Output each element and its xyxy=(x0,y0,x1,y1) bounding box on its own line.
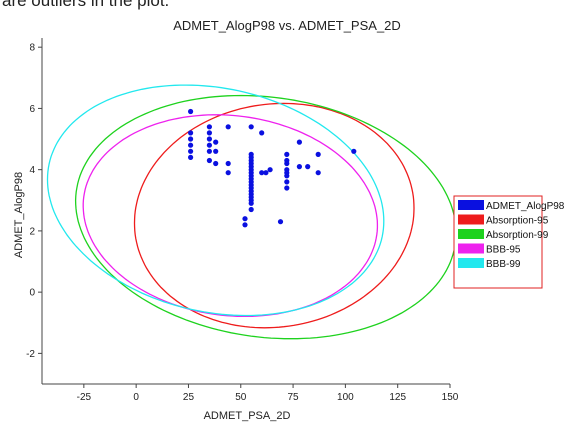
data-point xyxy=(188,130,194,136)
data-point xyxy=(242,216,248,222)
data-point xyxy=(315,170,321,176)
y-tick-label: 2 xyxy=(29,226,35,237)
data-point xyxy=(213,139,219,145)
y-axis-label: ADMET_AlogP98 xyxy=(13,172,25,258)
ellipse-absorption-99 xyxy=(74,94,457,340)
data-point xyxy=(225,124,231,130)
y-tick-label: 4 xyxy=(29,165,35,176)
data-point xyxy=(213,148,219,154)
data-point xyxy=(263,170,269,176)
data-point xyxy=(259,130,265,136)
ellipse-bbb-95 xyxy=(82,114,379,318)
data-point xyxy=(188,154,194,160)
data-point xyxy=(188,148,194,154)
x-tick-label: 125 xyxy=(389,392,406,403)
data-point xyxy=(206,148,212,154)
data-point xyxy=(284,173,290,179)
data-point xyxy=(351,148,357,154)
data-point xyxy=(225,170,231,176)
legend-label-admet-alogp98: ADMET_AlogP98 xyxy=(486,201,565,212)
y-tick-label: 6 xyxy=(29,104,35,115)
ellipse-absorption-95 xyxy=(133,102,415,329)
legend-swatch-absorption-99 xyxy=(458,229,484,239)
data-point xyxy=(242,222,248,228)
chart-title: ADMET_AlogP98 vs. ADMET_PSA_2D xyxy=(173,18,401,33)
legend-label-absorption-95: Absorption-95 xyxy=(486,216,549,227)
data-point xyxy=(206,136,212,142)
data-point xyxy=(206,157,212,164)
data-point xyxy=(277,219,284,225)
data-point xyxy=(284,151,290,157)
plot-area xyxy=(46,84,457,340)
data-point xyxy=(315,151,321,157)
data-point xyxy=(188,108,194,115)
legend-label-absorption-99: Absorption-99 xyxy=(486,230,549,241)
y-tick-label: 8 xyxy=(29,43,35,54)
data-point xyxy=(284,179,290,185)
x-tick-label: 0 xyxy=(133,392,139,403)
data-point xyxy=(225,160,231,167)
legend-box xyxy=(453,195,543,289)
axes: -25 0 25 50 75 100 125 150 -2 0 2 4 6 8 xyxy=(26,38,459,403)
y-tick-label: -2 xyxy=(26,349,35,360)
data-point xyxy=(259,170,265,176)
data-point xyxy=(284,160,290,167)
legend: ADMET_AlogP98 Absorption-95 Absorption-99 B… xyxy=(453,195,565,289)
legend-swatch-admet-alogp98 xyxy=(458,200,484,210)
x-tick-label: 25 xyxy=(183,392,195,403)
data-point xyxy=(206,124,212,130)
data-point xyxy=(248,206,254,213)
data-point xyxy=(206,142,212,148)
y-tick-label: 0 xyxy=(29,288,35,299)
data-point xyxy=(296,164,302,170)
ellipse-bbb-99 xyxy=(46,84,385,317)
data-point xyxy=(248,124,254,130)
legend-label-bbb-99: BBB-99 xyxy=(486,259,521,270)
data-point xyxy=(284,185,290,191)
data-point xyxy=(267,167,273,173)
x-tick-label: 50 xyxy=(235,392,247,403)
legend-swatch-bbb-95 xyxy=(458,243,484,254)
x-tick-label: 100 xyxy=(337,392,354,403)
data-point xyxy=(213,160,219,167)
legend-label-bbb-95: BBB-95 xyxy=(486,245,521,256)
legend-swatch-absorption-95 xyxy=(458,214,484,225)
data-point xyxy=(296,139,302,145)
data-point xyxy=(248,200,254,206)
data-point xyxy=(188,136,194,142)
x-axis-label: ADMET_PSA_2D xyxy=(204,410,291,422)
x-tick-label: -25 xyxy=(77,392,92,403)
data-point xyxy=(305,164,311,170)
caption-fragment: are outliers in the plot. xyxy=(2,0,170,10)
x-tick-label: 75 xyxy=(288,392,300,403)
x-tick-label: 150 xyxy=(442,392,459,403)
data-point xyxy=(188,142,194,148)
legend-swatch-bbb-99 xyxy=(458,258,484,268)
data-point xyxy=(206,130,212,136)
